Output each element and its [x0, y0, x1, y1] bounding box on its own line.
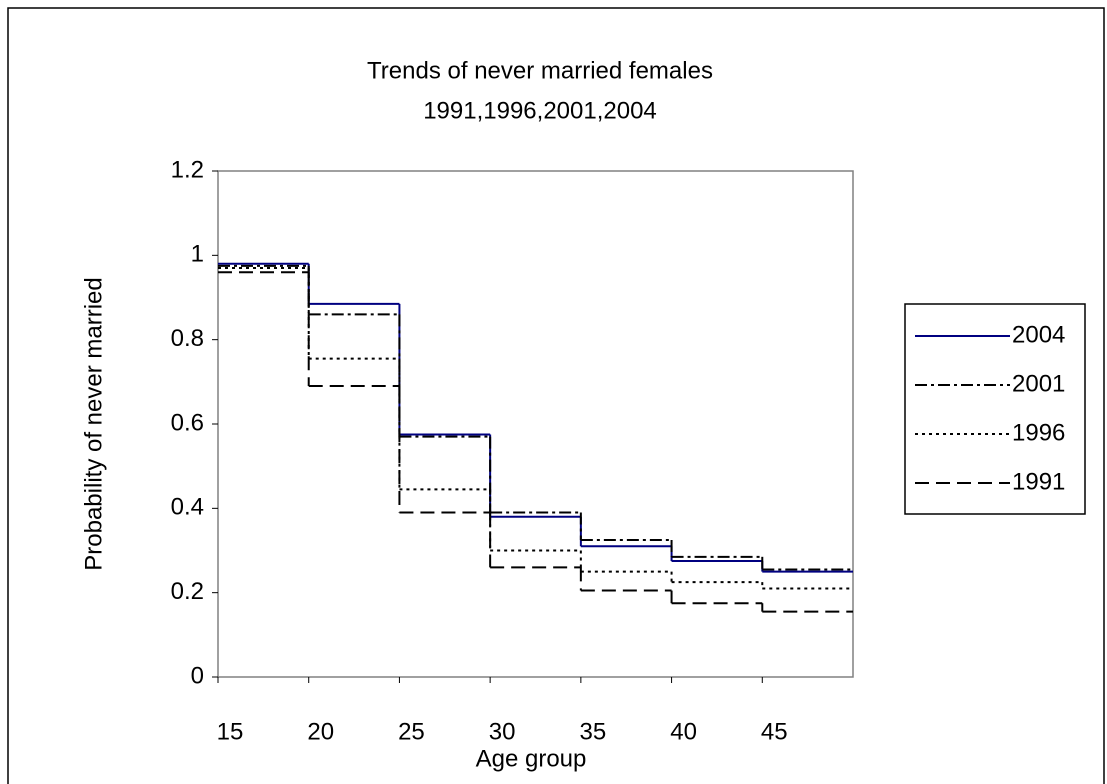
x-tick-label: 20: [307, 718, 334, 745]
x-tick-label: 35: [580, 718, 607, 745]
legend-label: 1996: [1012, 419, 1065, 446]
y-tick-label: 1.2: [171, 156, 204, 183]
y-tick-label: 1: [191, 241, 204, 268]
x-tick-label: 45: [761, 718, 788, 745]
legend-label: 1991: [1012, 468, 1065, 495]
legend-label: 2004: [1012, 321, 1065, 348]
legend-label: 2001: [1012, 370, 1065, 397]
y-tick-label: 0.2: [171, 578, 204, 605]
x-tick-label: 25: [398, 718, 425, 745]
legend: [904, 303, 1086, 515]
x-tick-label: 30: [489, 718, 516, 745]
y-axis-label: Probability of never married: [80, 277, 107, 570]
x-axis-label: Age group: [476, 745, 587, 772]
y-tick-label: 0.6: [171, 409, 204, 436]
y-tick-label: 0.4: [171, 494, 204, 521]
y-tick-label: 0.8: [171, 325, 204, 352]
chart-title: Trends of never married females: [367, 57, 713, 84]
y-tick-label: 0: [191, 662, 204, 689]
chart-subtitle: 1991,1996,2001,2004: [423, 97, 657, 124]
x-tick-label: 15: [217, 718, 244, 745]
x-tick-label: 40: [670, 718, 697, 745]
